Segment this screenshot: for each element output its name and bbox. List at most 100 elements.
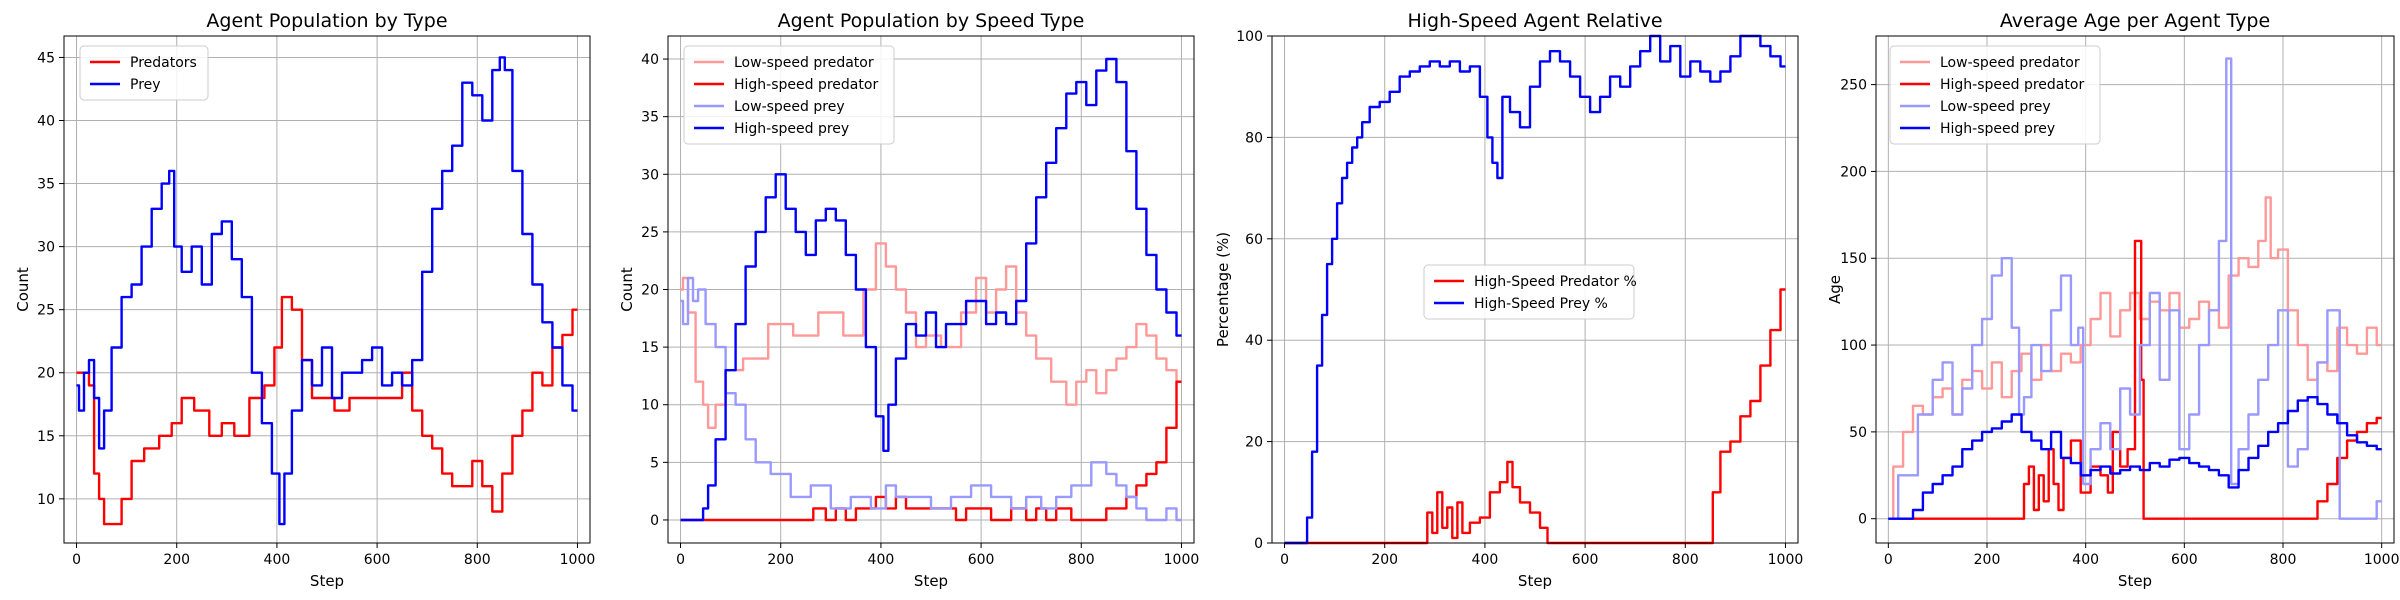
legend-label: High-Speed Prey %: [1474, 296, 1608, 312]
x-tick-label: 1000: [2364, 552, 2400, 568]
y-tick-label: 20: [641, 283, 659, 299]
series-line-3: [1888, 57, 2382, 520]
y-axis-label: Count: [618, 267, 636, 312]
y-tick-label: 200: [1840, 164, 1867, 180]
x-tick-label: 0: [1884, 552, 1893, 568]
legend-label: Low-speed prey: [1940, 99, 2051, 115]
x-axis-label: Step: [914, 572, 948, 590]
y-tick-label: 250: [1840, 78, 1867, 94]
series-line-4: [680, 57, 1182, 522]
legend: High-Speed Predator % High-Speed Prey %: [1423, 264, 1637, 320]
y-tick-label: 40: [641, 52, 659, 68]
legend-label: High-speed prey: [1940, 121, 2055, 137]
x-tick-label: 400: [2072, 552, 2099, 568]
x-tick-label: 1000: [1164, 552, 1200, 568]
legend-label: Low-speed predator: [1940, 55, 2080, 71]
y-tick-label: 25: [641, 225, 659, 241]
chart-panel-2: 0 200 400 600 800 1000 0 5 10 15 20 25 30 35 40 Agent P…: [618, 10, 1199, 590]
y-tick-label: 100: [1236, 29, 1263, 45]
y-tick-label: 40: [1245, 333, 1263, 349]
series-line-1: [1284, 288, 1786, 545]
legend: Low-speed predator High-speed predator Low…: [1889, 45, 2101, 145]
y-tick-label: 60: [1245, 232, 1263, 248]
legend-box: [79, 45, 209, 101]
legend-label: Low-speed predator: [734, 55, 874, 71]
y-tick-label: 0: [1858, 512, 1867, 528]
y-tick-label: 15: [37, 429, 55, 445]
y-tick-label: 20: [1245, 435, 1263, 451]
y-axis-label: Percentage (%): [1214, 232, 1232, 347]
x-tick-label: 1000: [560, 552, 596, 568]
chart-title: High-Speed Agent Relative: [1407, 10, 1662, 32]
x-axis-label: Step: [310, 572, 344, 590]
x-tick-label: 0: [72, 552, 81, 568]
y-tick-label: 35: [641, 110, 659, 126]
chart-panel-4: 0 200 400 600 800 1000 0 50 100 150 200 250 Average …: [1826, 10, 2399, 590]
axes-frame: [1875, 35, 2395, 544]
y-tick-label: 0: [1254, 536, 1263, 552]
axes-frame: [1271, 35, 1799, 544]
x-tick-label: 200: [163, 552, 190, 568]
series-line-2: [1888, 239, 2382, 520]
chart-panel-1: 0 200 400 600 800 1000 10 15 20 25 30 35 40 45 Agent P…: [14, 10, 595, 590]
y-tick-label: 80: [1245, 130, 1263, 146]
chart-title: Agent Population by Type: [206, 10, 447, 32]
y-tick-label: 150: [1840, 251, 1867, 267]
x-tick-label: 600: [968, 552, 995, 568]
y-tick-label: 45: [37, 50, 55, 66]
x-axis-label: Step: [1518, 572, 1552, 590]
legend-label: Prey: [130, 77, 161, 93]
series-line-3: [680, 276, 1182, 522]
legend-box: [1889, 45, 2101, 145]
legend-label: Predators: [130, 55, 197, 71]
legend-label: High-speed predator: [734, 77, 878, 93]
x-tick-label: 400: [1472, 552, 1499, 568]
legend: Low-speed predator High-speed predator Low…: [683, 45, 895, 145]
y-tick-label: 40: [37, 114, 55, 130]
x-tick-label: 800: [1068, 552, 1095, 568]
y-tick-label: 5: [650, 455, 659, 471]
x-tick-label: 800: [1672, 552, 1699, 568]
legend-box: [1423, 264, 1635, 320]
series-line-2: [76, 56, 578, 526]
legend-box: [683, 45, 895, 145]
x-tick-label: 800: [464, 552, 491, 568]
x-tick-label: 0: [676, 552, 685, 568]
y-tick-label: 50: [1849, 425, 1867, 441]
x-tick-label: 600: [364, 552, 391, 568]
legend-label: High-speed predator: [1940, 77, 2084, 93]
legend-label: High-speed prey: [734, 121, 849, 137]
y-tick-label: 20: [37, 366, 55, 382]
x-tick-label: 200: [1974, 552, 2001, 568]
legend-label: High-Speed Predator %: [1474, 274, 1637, 290]
y-axis-label: Age: [1826, 275, 1844, 304]
y-axis-label: Count: [14, 267, 32, 312]
y-tick-label: 100: [1840, 338, 1867, 354]
x-tick-label: 800: [2270, 552, 2297, 568]
x-tick-label: 600: [1572, 552, 1599, 568]
legend-label: Low-speed prey: [734, 99, 845, 115]
x-tick-label: 1000: [1768, 552, 1804, 568]
y-tick-label: 35: [37, 177, 55, 193]
x-tick-label: 600: [2171, 552, 2198, 568]
y-tick-label: 10: [641, 398, 659, 414]
x-tick-label: 400: [264, 552, 291, 568]
plot-area: [64, 36, 590, 543]
y-tick-label: 0: [650, 513, 659, 529]
y-tick-label: 30: [37, 240, 55, 256]
x-tick-label: 200: [767, 552, 794, 568]
axes-frame: [63, 35, 591, 544]
x-tick-label: 200: [1371, 552, 1398, 568]
x-tick-label: 400: [868, 552, 895, 568]
y-tick-label: 15: [641, 340, 659, 356]
chart-title: Average Age per Agent Type: [2000, 10, 2270, 32]
series-line-4: [1888, 396, 2382, 520]
legend: Predators Prey: [79, 45, 209, 101]
series-line-2: [1284, 34, 1786, 545]
x-axis-label: Step: [2118, 572, 2152, 590]
y-tick-label: 10: [37, 492, 55, 508]
x-tick-label: 0: [1280, 552, 1289, 568]
y-tick-label: 30: [641, 167, 659, 183]
chart-panel-3: 0 200 400 600 800 1000 0 20 40 60 80 100 High-Speed …: [1214, 10, 1803, 590]
